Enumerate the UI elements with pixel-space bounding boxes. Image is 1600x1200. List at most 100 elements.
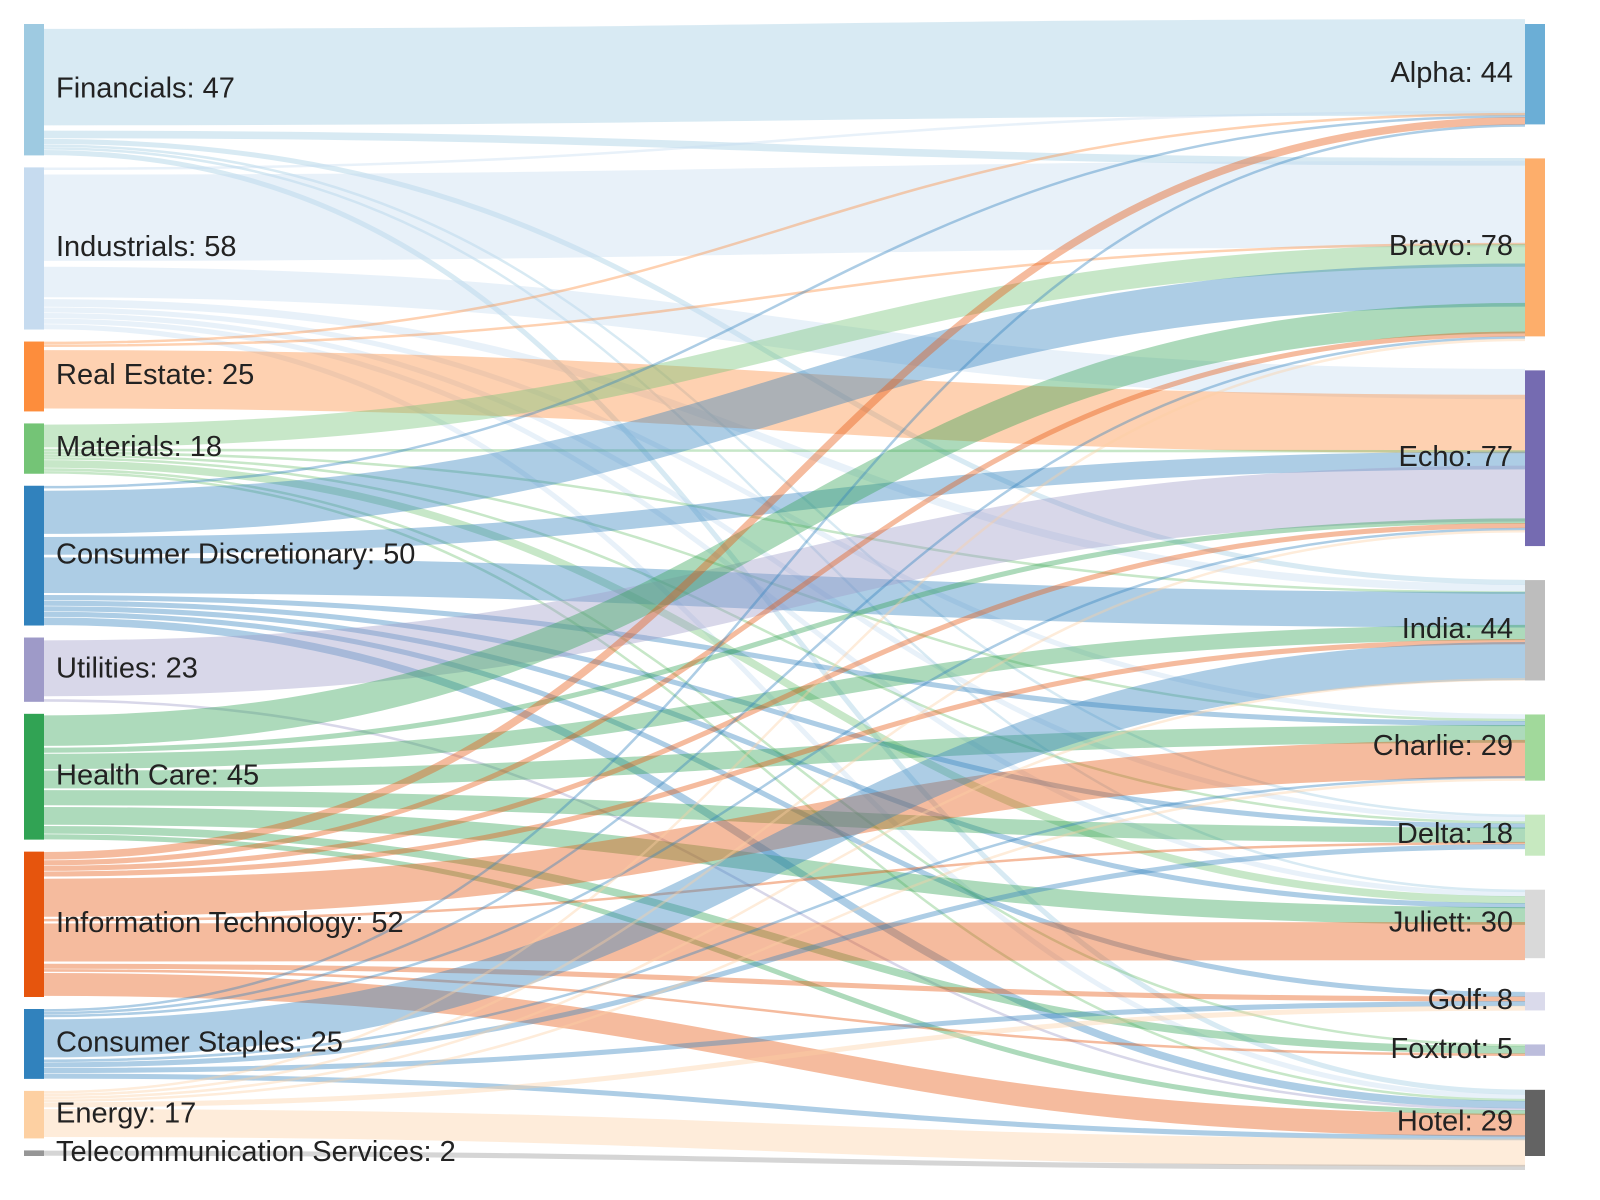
link-financials-to-hotel (43, 150, 1526, 1095)
link-industrials-to-juliett (43, 318, 1526, 897)
link-industrials-to-hotel (43, 324, 1526, 1100)
link-energy-to-bravo (43, 338, 1526, 1094)
link-real-estate-to-echo (43, 350, 1526, 454)
target-node-echo (1525, 370, 1545, 547)
target-node-alpha (1525, 24, 1545, 125)
link-information-technology-to-echo (43, 522, 1526, 871)
link-consumer-discretionary-to-bravo (43, 263, 1526, 534)
link-information-technology-to-juliett (43, 922, 1526, 962)
target-label-hotel: Hotel: 29 (1397, 1106, 1513, 1138)
link-materials-to-hotel (43, 471, 1526, 1102)
target-node-delta (1525, 814, 1545, 856)
link-telecommunication-services-to-hotel (43, 1150, 1526, 1170)
link-industrials-to-bravo (43, 160, 1526, 261)
link-industrials-to-delta (43, 313, 1526, 822)
source-node-financials (24, 24, 44, 156)
link-health-care-to-juliett (43, 806, 1526, 925)
link-health-care-to-bravo (43, 302, 1526, 746)
target-label-golf: Golf: 8 (1428, 984, 1513, 1016)
source-node-consumer-discretionary (24, 485, 44, 626)
target-label-alpha: Alpha: 44 (1390, 57, 1513, 89)
target-node-bravo (1525, 158, 1545, 337)
link-materials-to-charlie (43, 454, 1526, 722)
link-consumer-staples-to-alpha (43, 124, 1526, 1012)
source-label-consumer-discretionary: Consumer Discretionary: 50 (56, 538, 415, 570)
source-label-energy: Energy: 17 (56, 1097, 196, 1129)
source-node-energy (24, 1090, 44, 1139)
link-health-care-to-delta (43, 790, 1526, 843)
link-real-estate-to-alpha (43, 112, 1526, 345)
link-health-care-to-india (43, 624, 1526, 769)
link-consumer-discretionary-to-alpha (43, 115, 1526, 489)
link-consumer-staples-to-golf (43, 1001, 1526, 1074)
link-energy-to-hotel (43, 1109, 1526, 1167)
source-node-industrials (24, 167, 44, 330)
source-node-information-technology (24, 851, 44, 997)
link-information-technology-to-india (43, 639, 1526, 877)
link-health-care-to-hotel (43, 834, 1526, 1116)
target-label-charlie: Charlie: 29 (1373, 730, 1513, 762)
target-node-india (1525, 580, 1545, 681)
target-node-hotel (1525, 1089, 1545, 1156)
target-label-echo: Echo: 77 (1399, 441, 1513, 473)
link-materials-to-india (43, 451, 1526, 594)
link-industrials-to-echo (43, 266, 1526, 400)
link-consumer-discretionary-to-golf (43, 611, 1526, 997)
link-consumer-staples-to-delta (43, 844, 1526, 1068)
source-label-information-technology: Information Technology: 52 (56, 907, 404, 939)
link-information-technology-to-golf (43, 963, 1526, 1002)
target-label-juliett: Juliett: 30 (1389, 907, 1513, 939)
link-consumer-staples-to-charlie (43, 775, 1526, 1062)
source-node-utilities (24, 637, 44, 702)
link-utilities-to-echo (43, 465, 1526, 697)
target-node-charlie (1525, 714, 1545, 781)
link-consumer-discretionary-to-india (43, 557, 1526, 628)
link-industrials-to-alpha (43, 110, 1526, 171)
sankey-labels: Financials: 47 Industrials: 58 Real Estate… (56, 57, 1513, 1168)
link-consumer-discretionary-to-hotel (43, 617, 1526, 1109)
link-financials-to-bravo (43, 130, 1526, 166)
link-financials-to-juliett (43, 147, 1526, 893)
source-node-consumer-staples (24, 1008, 44, 1079)
target-node-golf (1525, 992, 1545, 1011)
link-materials-to-echo (43, 448, 1526, 453)
link-energy-to-echo (43, 529, 1526, 1097)
source-node-real-estate (24, 341, 44, 412)
source-node-health-care (24, 713, 44, 840)
link-materials-to-bravo (43, 243, 1526, 448)
source-label-financials: Financials: 47 (56, 72, 235, 104)
link-information-technology-to-foxtrot (43, 969, 1526, 1056)
link-materials-to-delta (43, 457, 1526, 824)
link-consumer-staples-to-echo (43, 527, 1526, 1018)
target-node-juliett (1525, 889, 1545, 959)
link-industrials-to-india (43, 299, 1526, 592)
source-label-real-estate: Real Estate: 25 (56, 359, 254, 391)
link-consumer-staples-to-hotel (43, 1073, 1526, 1141)
link-health-care-to-echo (43, 518, 1526, 753)
sankey-nodes (24, 24, 1545, 1156)
source-label-utilities: Utilities: 23 (56, 652, 198, 684)
link-consumer-discretionary-to-delta (43, 600, 1526, 829)
link-information-technology-to-delta (43, 841, 1526, 922)
link-consumer-discretionary-to-juliett (43, 606, 1526, 909)
source-label-telecommunication-services: Telecommunication Services: 2 (56, 1136, 456, 1168)
link-financials-to-india (43, 138, 1526, 585)
link-information-technology-to-hotel (43, 972, 1526, 1137)
link-utilities-to-hotel (43, 699, 1526, 1111)
link-information-technology-to-bravo (43, 331, 1526, 866)
link-consumer-discretionary-to-charlie (43, 595, 1526, 727)
source-node-telecommunication-services (24, 1150, 44, 1156)
target-label-bravo: Bravo: 78 (1389, 230, 1513, 262)
link-health-care-to-foxtrot (43, 826, 1526, 1054)
link-energy-to-charlie (43, 778, 1526, 1102)
link-information-technology-to-alpha (43, 117, 1526, 860)
source-label-health-care: Health Care: 45 (56, 759, 259, 791)
target-node-foxtrot (1525, 1044, 1545, 1056)
sankey-links (43, 19, 1526, 1170)
source-label-industrials: Industrials: 58 (56, 231, 237, 263)
link-materials-to-juliett (43, 460, 1526, 904)
source-node-materials (24, 423, 44, 474)
link-information-technology-to-charlie (43, 739, 1526, 917)
link-health-care-to-charlie (43, 724, 1526, 789)
